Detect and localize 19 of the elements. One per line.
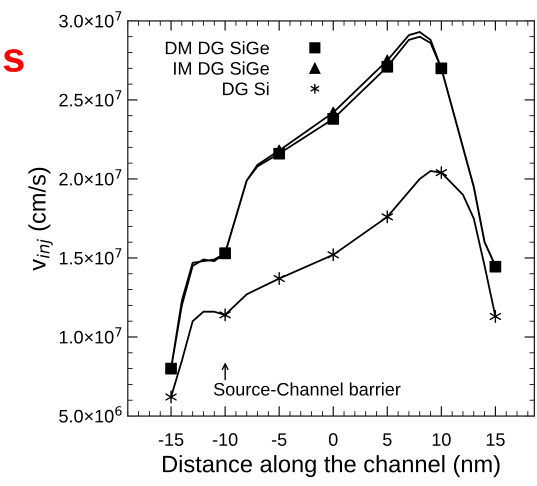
x-tick-label: -15 — [158, 433, 184, 446]
y-tick-label: 2.5×10$^{7}$ — [59, 90, 122, 107]
legend-label: DM DG SiGe — [166, 41, 269, 54]
x-tick-label: 0 — [328, 433, 338, 446]
x-tick-label: 15 — [486, 433, 505, 446]
legend-label: IM DG SiGe — [174, 62, 269, 75]
y-tick-label: 1.0×10$^{7}$ — [60, 327, 122, 344]
y-tick-label: 3.0×10$^{7}$ — [59, 11, 122, 28]
x-tick-label: -10 — [212, 433, 238, 446]
x-axis-title: Distance along the channel (nm) — [163, 455, 500, 478]
y-axis-title: v$_{inj}$ (cm/s) — [28, 168, 53, 271]
y-tick-label: 5.0×10$^{6}$ — [59, 406, 122, 423]
x-tick-label: -5 — [272, 433, 286, 446]
y-tick-label: 2.0×10$^{7}$ — [59, 169, 122, 186]
x-tick-label: 5 — [382, 433, 392, 446]
y-tick-label: 1.5×10$^{7}$ — [60, 248, 122, 265]
text: s — [4, 49, 24, 72]
x-tick-label: 10 — [432, 433, 451, 446]
annotation: Source-Channel barrier — [214, 382, 401, 396]
